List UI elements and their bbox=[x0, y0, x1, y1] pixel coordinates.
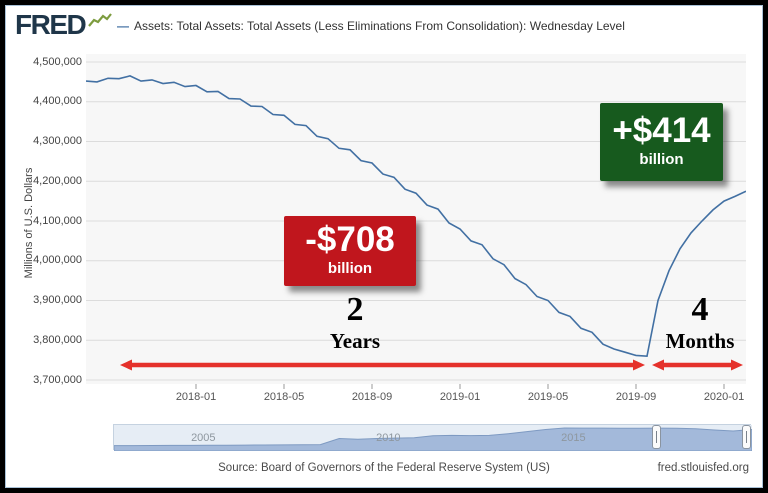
y-tick-label: 4,100,000 bbox=[33, 214, 82, 227]
rise-value: +$414 bbox=[612, 111, 711, 150]
total-assets-line bbox=[86, 75, 746, 358]
decline-annotation-box: -$708 billion bbox=[284, 216, 416, 286]
four-months-arrow-head-right bbox=[731, 359, 743, 371]
x-tick-label: 2018-01 bbox=[175, 391, 217, 403]
y-tick-label: 3,800,000 bbox=[33, 333, 82, 346]
four-months-number: 4 bbox=[691, 291, 709, 328]
series-legend: — Assets: Total Assets: Total Assets (Les… bbox=[117, 19, 625, 33]
legend-label: Assets: Total Assets: Total Assets (Less… bbox=[134, 19, 625, 33]
y-tick-label: 4,200,000 bbox=[33, 174, 82, 187]
two-years-label: 2 Years bbox=[295, 292, 415, 354]
two-years-unit: Years bbox=[329, 328, 381, 353]
two-years-arrow-head-left bbox=[120, 359, 132, 371]
x-tick-label: 2019-05 bbox=[527, 391, 569, 403]
range-year-label: 2005 bbox=[191, 432, 216, 444]
four-months-arrow-head-left bbox=[652, 359, 664, 371]
two-years-number: 2 bbox=[346, 291, 364, 328]
rise-annotation-box: +$414 billion bbox=[600, 103, 723, 181]
x-tick-label: 2020-01 bbox=[703, 391, 745, 403]
four-months-unit: Months bbox=[665, 328, 735, 353]
fred-logo-sparkline-icon bbox=[88, 13, 113, 27]
x-tick-label: 2019-01 bbox=[439, 391, 481, 403]
rise-unit: billion bbox=[639, 151, 684, 169]
two-years-arrow-head-right bbox=[633, 359, 645, 371]
fred-logo[interactable]: FRED bbox=[15, 9, 113, 40]
fred-logo-text: FRED bbox=[15, 9, 87, 40]
y-tick-label: 4,300,000 bbox=[33, 135, 82, 147]
range-area-series bbox=[114, 427, 752, 451]
range-mini-chart[interactable] bbox=[114, 425, 752, 451]
source-text: Source: Board of Governors of the Federa… bbox=[218, 462, 550, 474]
range-year-label: 2015 bbox=[561, 432, 586, 444]
range-year-label: 2010 bbox=[376, 432, 401, 444]
four-months-label: 4 Months bbox=[650, 292, 750, 354]
x-tick-label: 2018-09 bbox=[351, 391, 393, 403]
y-tick-label: 4,400,000 bbox=[33, 95, 82, 108]
decline-value: -$708 bbox=[305, 220, 395, 259]
y-tick-label: 4,500,000 bbox=[33, 55, 82, 68]
x-tick-label: 2018-05 bbox=[263, 391, 305, 403]
y-tick-label: 3,900,000 bbox=[33, 294, 82, 306]
range-selector[interactable]: 2005 2010 2015 bbox=[113, 424, 752, 451]
site-link[interactable]: fred.stlouisfed.org bbox=[657, 462, 749, 474]
range-selector-handle-left[interactable] bbox=[652, 425, 662, 449]
legend-line-swatch: — bbox=[117, 19, 129, 33]
range-selector-handle-right[interactable] bbox=[742, 425, 752, 449]
x-tick-label: 2019-09 bbox=[615, 391, 657, 403]
decline-unit: billion bbox=[327, 260, 373, 278]
y-tick-label: 4,000,000 bbox=[33, 254, 82, 267]
y-tick-label: 3,700,000 bbox=[33, 373, 82, 386]
